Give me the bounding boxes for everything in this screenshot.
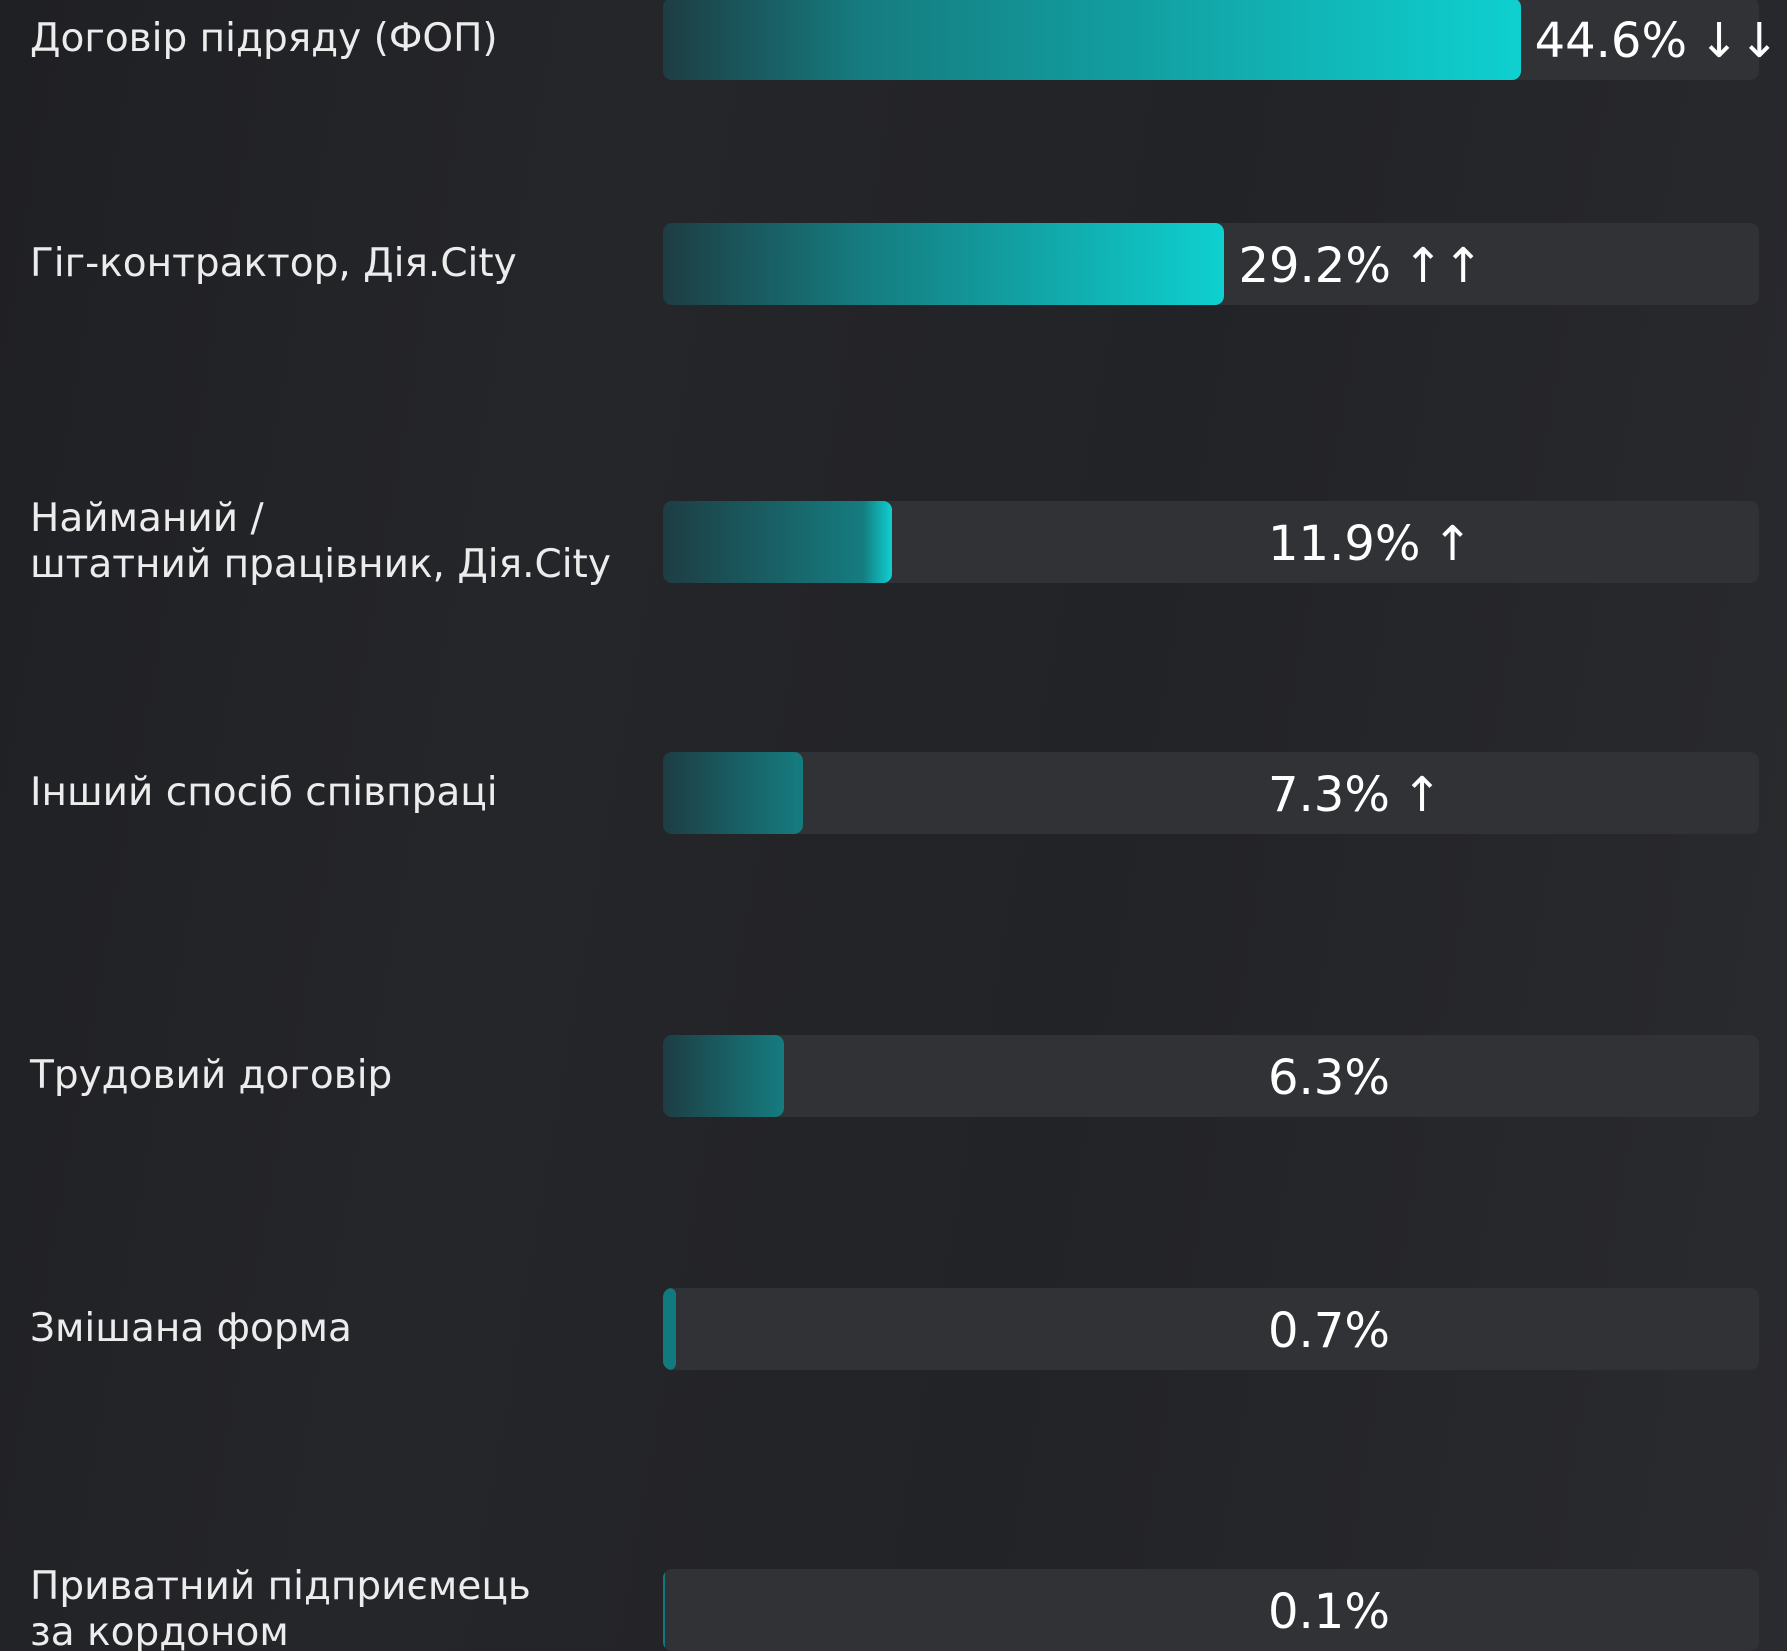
bar bbox=[663, 223, 1225, 305]
category-label: Найманий / штатний працівник, Дія.City bbox=[30, 496, 611, 587]
bar-track bbox=[663, 223, 1759, 305]
bar bbox=[663, 1569, 665, 1651]
value-text: 11.9% bbox=[1268, 516, 1421, 572]
value-text: 0.1% bbox=[1268, 1584, 1390, 1640]
bar-track bbox=[663, 752, 1759, 834]
category-label: Договір підряду (ФОП) bbox=[30, 16, 498, 61]
value-text: 7.3% bbox=[1268, 767, 1390, 823]
bar bbox=[663, 1035, 785, 1117]
category-label: Приватний підприємець за кордоном bbox=[30, 1564, 531, 1651]
bar-track bbox=[663, 0, 1759, 80]
value-label: 44.6% ↓↓ bbox=[1535, 13, 1780, 69]
value-text: 29.2% bbox=[1238, 238, 1391, 294]
bar-track bbox=[663, 1035, 1759, 1117]
value-text: 44.6% bbox=[1534, 13, 1688, 69]
value-label: 29.2% ↑↑ bbox=[1238, 238, 1483, 294]
bar bbox=[663, 1288, 677, 1370]
bar-track bbox=[663, 501, 1759, 583]
bar-track bbox=[663, 1288, 1759, 1370]
value-label: 0.7% bbox=[1268, 1303, 1390, 1359]
trend-arrow: ↑ bbox=[1401, 767, 1443, 823]
bar bbox=[663, 501, 892, 583]
value-label: 7.3% ↑ bbox=[1268, 767, 1442, 823]
trend-arrow: ↑ bbox=[1432, 516, 1473, 572]
category-label: Змішана форма bbox=[30, 1306, 352, 1351]
trend-arrow: ↑↑ bbox=[1402, 238, 1484, 294]
value-text: 0.7% bbox=[1268, 1303, 1390, 1359]
value-label: 6.3% bbox=[1268, 1050, 1390, 1106]
category-label: Гіг-контрактор, Дія.City bbox=[30, 241, 517, 286]
value-label: 11.9% ↑ bbox=[1268, 516, 1473, 572]
category-label: Інший спосіб співпраці bbox=[30, 770, 498, 815]
bar bbox=[663, 752, 804, 834]
value-text: 6.3% bbox=[1268, 1050, 1390, 1106]
category-label: Трудовий договір bbox=[30, 1053, 393, 1098]
bar-track bbox=[663, 1569, 1759, 1651]
bar bbox=[663, 0, 1521, 80]
value-label: 0.1% bbox=[1268, 1584, 1390, 1640]
trend-arrow: ↓↓ bbox=[1699, 13, 1780, 69]
